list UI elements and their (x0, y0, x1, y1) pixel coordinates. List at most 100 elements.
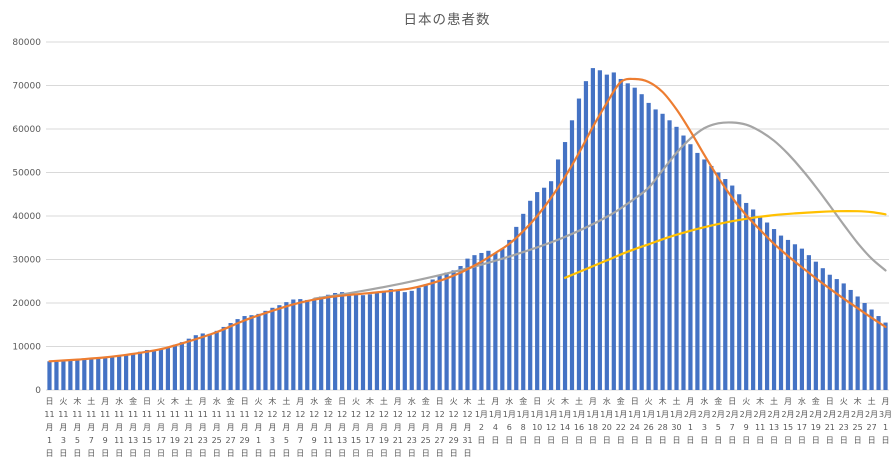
x-tick-label: 月 1月 18 日 (586, 397, 599, 445)
x-tick-label: 金 11 月 13 日 (128, 396, 138, 458)
bar (103, 357, 108, 390)
x-tick-label: 土 12 月 19 日 (379, 396, 389, 458)
bar (333, 293, 338, 390)
x-tick-label: 水 1月 20 日 (600, 396, 613, 445)
bar (549, 181, 554, 390)
bar (465, 258, 470, 390)
bar (834, 279, 839, 390)
x-tick-label: 火 2月 9 日 (740, 397, 753, 445)
x-tick-label: 日 11 月 1 日 (44, 397, 54, 458)
bar (583, 81, 589, 391)
bar (507, 239, 512, 390)
bar (54, 361, 59, 390)
bar (340, 292, 345, 391)
x-tick-label: 土 2月 27 日 (865, 396, 878, 445)
bar (674, 126, 679, 390)
x-tick-label: 金 12 月 11 日 (323, 396, 333, 458)
bar (186, 338, 191, 390)
bar (228, 323, 233, 390)
x-tick-label: 木 12 月 17 日 (365, 396, 375, 458)
bar (618, 78, 623, 390)
x-tick-label: 月 12 月 21 日 (393, 397, 403, 458)
bar (778, 235, 784, 390)
bar (402, 292, 407, 391)
chart-title: 日本の患者数 (403, 12, 491, 28)
bar (500, 248, 505, 391)
bar (604, 74, 609, 391)
bar (625, 83, 630, 390)
bar (193, 335, 198, 390)
bar (716, 172, 721, 390)
bar (562, 142, 568, 390)
bar (688, 144, 693, 390)
x-tick-label: 水 2月 17 日 (795, 396, 808, 445)
bar (200, 333, 205, 390)
bar (855, 296, 860, 390)
bar (47, 361, 52, 390)
y-tick-label: 60000 (12, 125, 41, 135)
bar (841, 283, 846, 390)
bar (430, 279, 435, 390)
bar (110, 357, 115, 391)
x-tick-label: 月 2月 15 日 (781, 397, 794, 445)
bar (137, 351, 143, 390)
bar (813, 261, 818, 390)
bar (876, 316, 881, 390)
x-tick-label: 土 1月 30 日 (670, 396, 683, 445)
bar (221, 326, 226, 390)
x-tick-label: 土 11 月 7 日 (86, 396, 96, 458)
bar (458, 266, 463, 390)
bar (353, 294, 359, 390)
bar (312, 298, 317, 390)
x-tick-label: 木 12 月 31 日 (462, 396, 472, 458)
bar (702, 159, 707, 390)
x-tick-label: 金 1月 22 日 (614, 396, 627, 445)
bar (381, 290, 386, 390)
y-axis-labels: 0 10000 20000 30000 40000 50000 60000 70000 8000… (12, 38, 41, 396)
x-tick-label: 木 11 月 5 日 (72, 396, 82, 458)
bar (437, 274, 442, 390)
bar (744, 202, 749, 390)
bar (270, 307, 275, 390)
bar (235, 319, 240, 390)
bar (737, 194, 742, 390)
bar (862, 303, 867, 390)
bar (124, 354, 129, 390)
x-tick-label: 金 2月 19 日 (809, 396, 822, 445)
bar (409, 290, 414, 390)
x-tick-label: 木 2月 25 日 (851, 396, 864, 445)
bar (723, 179, 728, 390)
x-tick-label: 金 12 月 25 日 (421, 396, 431, 458)
bar (569, 120, 575, 391)
bar (667, 120, 672, 391)
y-tick-label: 10000 (12, 343, 41, 353)
bar (68, 360, 73, 390)
x-tick-label: 日 2月 7 日 (726, 397, 739, 445)
x-tick-label: 土 1月 16 日 (572, 396, 585, 445)
bar (479, 252, 484, 390)
y-tick-label: 30000 (12, 256, 41, 266)
x-tick-label: 日 1月 24 日 (628, 397, 641, 445)
bar (256, 313, 261, 391)
bar (576, 98, 582, 391)
x-tick-label: 土 2月 13 日 (767, 396, 780, 445)
x-tick-label: 水 2月 3 日 (698, 396, 711, 445)
y-tick-label: 70000 (12, 82, 41, 92)
x-tick-label: 月 1月 4 日 (489, 397, 502, 445)
bar (326, 294, 331, 390)
bar (493, 252, 498, 390)
bar (681, 135, 686, 390)
x-tick-label: 火 1月 12 日 (545, 397, 558, 445)
x-tick-label: 火 11 月 17 日 (156, 397, 166, 458)
bar (284, 302, 289, 390)
x-tick-label: 土 12 月 5 日 (281, 396, 291, 458)
x-tick-label: 月 12 月 7 日 (295, 397, 305, 458)
bar (632, 87, 637, 391)
y-tick-label: 40000 (12, 212, 41, 222)
x-tick-label: 日 1月 10 日 (531, 397, 544, 445)
bar (165, 347, 171, 390)
x-tick-label: 水 11 月 11 日 (114, 396, 124, 458)
bar (423, 284, 428, 390)
